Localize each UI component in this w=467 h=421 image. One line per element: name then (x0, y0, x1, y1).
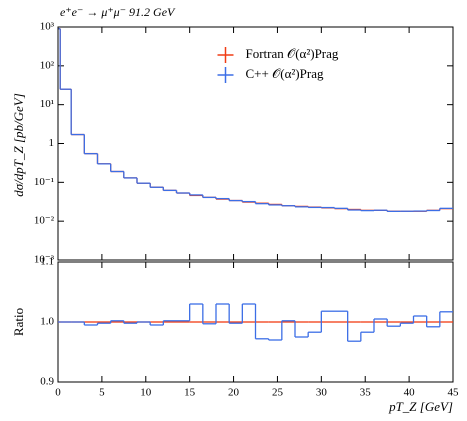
x-tick-label: 45 (448, 387, 460, 399)
x-tick-label: 30 (316, 387, 328, 399)
y-tick-label: 10⁻² (34, 215, 55, 227)
y-tick-label: 10² (40, 59, 55, 71)
x-tick-label: 0 (55, 387, 61, 399)
ratio-axis-label: Ratio (11, 308, 26, 336)
y-tick-label: 1.0 (40, 316, 54, 328)
y-axis-label: dσ/dpT_Z [pb/GeV] (11, 93, 26, 197)
legend-label: C++ 𝒪(α²)Prag (246, 66, 324, 81)
y-tick-label: 10³ (40, 21, 55, 33)
y-tick-label: 10⁻¹ (34, 176, 54, 188)
y-tick-label: 0.9 (40, 376, 54, 388)
x-tick-label: 5 (99, 387, 105, 399)
x-tick-label: 35 (360, 387, 372, 399)
x-tick-label: 20 (228, 387, 240, 399)
x-axis-label: pT_Z [GeV] (388, 399, 453, 414)
x-tick-label: 15 (184, 387, 196, 399)
y-tick-label: 10¹ (40, 98, 54, 110)
chart-title: e⁺e⁻ → μ⁺μ⁻ 91.2 GeV (60, 5, 176, 19)
x-tick-label: 25 (272, 387, 284, 399)
x-tick-label: 40 (404, 387, 416, 399)
y-tick-label: 10⁻³ (34, 254, 55, 266)
legend-label: Fortran 𝒪(α²)Prag (246, 46, 339, 61)
plot-frame (57, 26, 454, 261)
y-tick-label: 1.1 (40, 256, 54, 268)
x-tick-label: 10 (140, 387, 152, 399)
series-group (58, 303, 453, 342)
series-group (58, 28, 453, 212)
y-tick-label: 1 (49, 137, 55, 149)
